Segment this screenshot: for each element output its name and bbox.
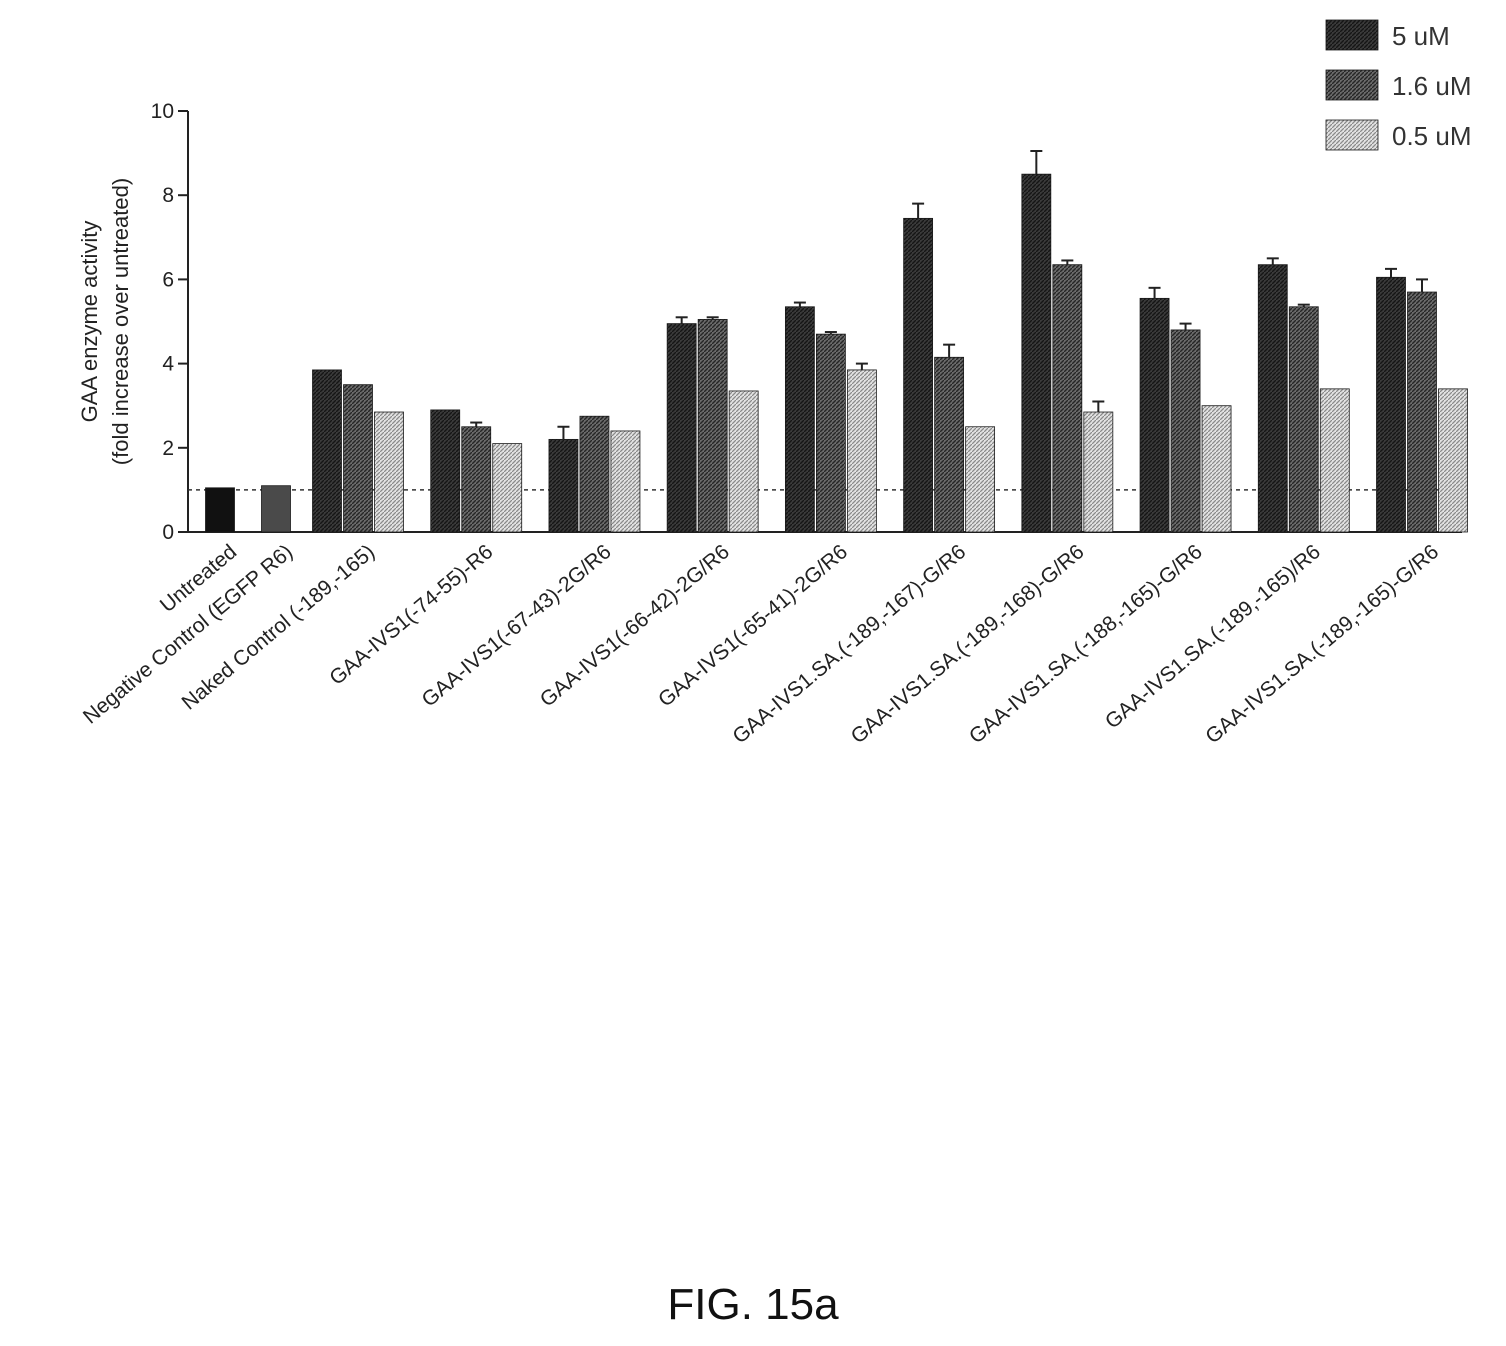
y-tick-label: 8 (162, 184, 174, 207)
bar-0_5-um (1201, 405, 1232, 533)
y-axis-label-line: GAA enzyme activity (77, 221, 102, 423)
figure-caption: FIG. 15a (667, 1280, 839, 1329)
y-tick-label: 2 (162, 437, 174, 460)
y-axis-label: GAA enzyme activity (fold increase over u… (77, 178, 133, 465)
x-tick-label: GAA-IVS1.SA.(-189,-168)-G/R6 (847, 540, 1089, 748)
bar-0_5-um (492, 443, 523, 533)
y-tick-label: 0 (162, 521, 174, 544)
bar-5-um (261, 485, 291, 533)
bar-1_6-um (697, 318, 728, 533)
bar-5-um (1139, 297, 1170, 533)
legend-swatch (1325, 69, 1379, 101)
bar-5-um (1021, 173, 1052, 533)
y-tick-label: 4 (162, 353, 174, 376)
bar-5-um (430, 409, 461, 533)
bar-0_5-um (374, 411, 404, 533)
x-tick-label: GAA-IVS1.SA.(-189,-167)-G/R6 (728, 540, 970, 748)
bar-1_6-um (934, 356, 965, 533)
bar-0_5-um (846, 369, 877, 533)
bar-5-um (903, 217, 934, 533)
bar-5-um (548, 438, 579, 533)
bar-5-um (666, 323, 697, 533)
bar-5-um (1257, 264, 1288, 533)
bar-5-um (205, 487, 235, 533)
legend-swatch (1325, 19, 1379, 51)
bar-0_5-um (1319, 388, 1350, 533)
x-tick-label: GAA-IVS1(-65-41)-2G/R6 (654, 540, 852, 711)
bar-1_6-um (1288, 306, 1319, 533)
legend-label: 5 uM (1392, 21, 1450, 51)
x-tick-label: GAA-IVS1.SA.(-189,-165)-G/R6 (1201, 540, 1443, 748)
bar-5-um (312, 369, 342, 533)
y-tick-label: 10 (151, 100, 174, 123)
bar-1_6-um (815, 333, 846, 533)
legend-swatch (1325, 119, 1379, 151)
x-tick-label: GAA-IVS1.SA.(-189,-165)/R6 (1101, 540, 1325, 733)
y-axis: 0 2 4 6 8 10 (151, 100, 189, 544)
bar-5-um (1376, 276, 1406, 533)
bar-1_6-um (579, 415, 610, 533)
error-bars (470, 149, 1428, 440)
bar-1_6-um (1407, 291, 1437, 533)
bar-0_5-um (1438, 388, 1468, 533)
bar-0_5-um (965, 426, 996, 533)
x-tick-label: GAA-IVS1.SA.(-188,-165)-G/R6 (965, 540, 1207, 748)
bar-1_6-um (461, 426, 492, 533)
y-axis-label-line: (fold increase over untreated) (108, 178, 133, 465)
bar-5-um (784, 306, 815, 533)
legend-label: 1.6 uM (1392, 71, 1472, 101)
y-tick-label: 6 (162, 268, 174, 291)
bar-0_5-um (728, 390, 759, 533)
x-tick-label: GAA-IVS1(-67-43)-2G/R6 (418, 540, 616, 711)
bar-1_6-um (1052, 264, 1083, 533)
bar-0_5-um (610, 430, 641, 533)
bars (205, 173, 1468, 533)
legend: 5 uM 1.6 uM 0.5 uM (1325, 19, 1472, 151)
bar-1_6-um (1170, 329, 1201, 533)
x-tick-label: GAA-IVS1(-66-42)-2G/R6 (536, 540, 734, 711)
legend-label: 0.5 uM (1392, 121, 1472, 151)
bar-0_5-um (1083, 411, 1114, 533)
bar-1_6-um (343, 384, 373, 533)
